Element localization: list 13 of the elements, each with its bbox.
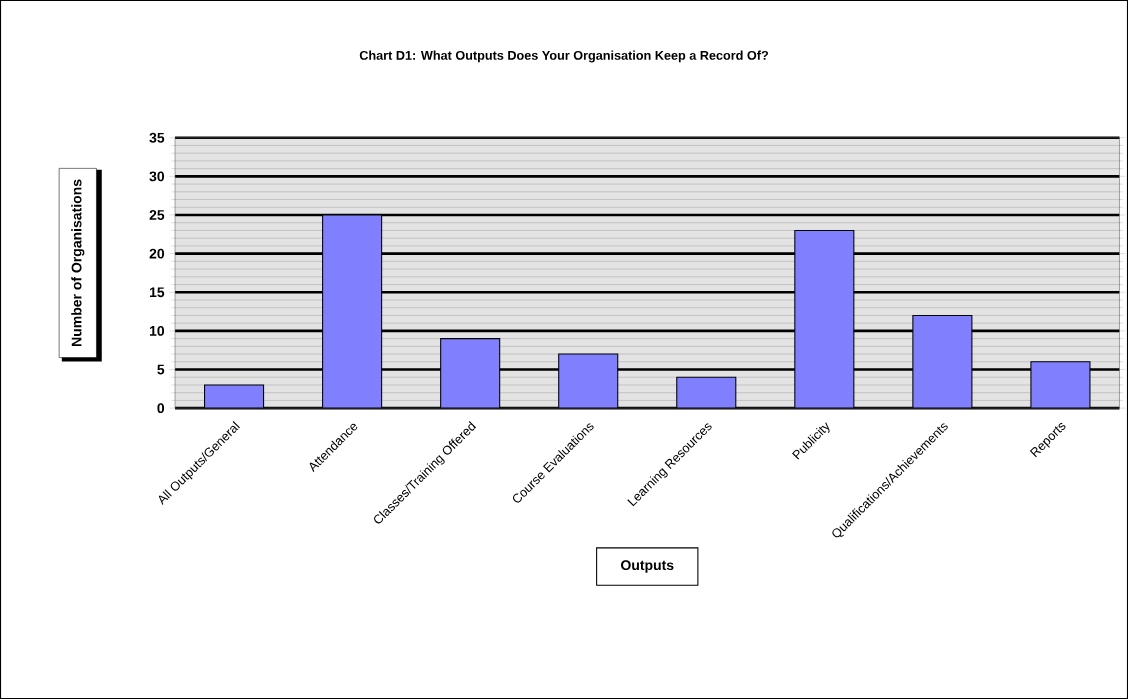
chart-title: Chart D1: What Outputs Does Your Organisation Keep a Record Of? — [359, 50, 768, 63]
y-tick-label: 20 — [149, 248, 165, 259]
y-tick-label: 0 — [157, 403, 165, 414]
bar — [204, 384, 265, 409]
x-axis-title: Outputs — [621, 560, 674, 573]
y-axis-title: Number of Organisations — [71, 179, 85, 346]
y-tick-label: 35 — [149, 132, 165, 143]
y-tick-label: 30 — [149, 171, 165, 182]
y-tick-label: 25 — [149, 210, 165, 220]
bar — [676, 376, 737, 409]
y-tick-label: 10 — [149, 325, 165, 336]
y-tick-label: 5 — [157, 364, 165, 375]
y-tick-label: 15 — [149, 287, 165, 298]
